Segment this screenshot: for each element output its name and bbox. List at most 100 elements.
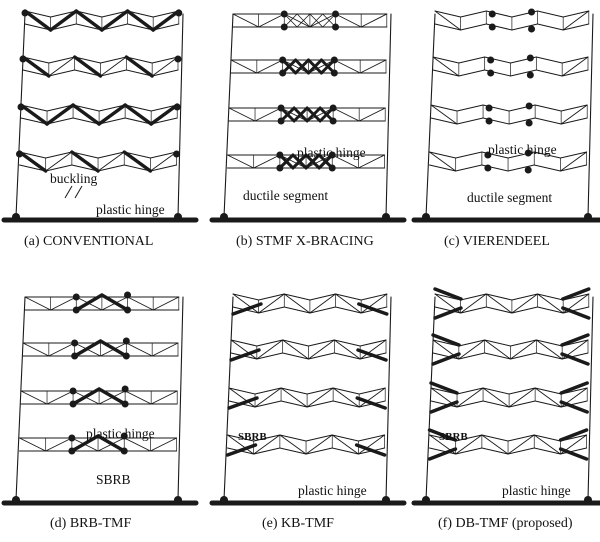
web-diagonal bbox=[122, 150, 153, 173]
web-diagonal bbox=[534, 387, 562, 408]
knee-brace-right bbox=[355, 396, 387, 410]
knee-brace-left bbox=[231, 302, 263, 316]
x-brace bbox=[307, 58, 323, 75]
hinge-49 bbox=[69, 387, 77, 395]
double-brace-top-left bbox=[427, 428, 458, 442]
column-left bbox=[15, 13, 26, 218]
x-brace bbox=[309, 13, 324, 28]
top-chord-segment bbox=[306, 387, 334, 395]
web-diagonal bbox=[308, 59, 335, 74]
hinge-35 bbox=[525, 119, 533, 127]
web-diagonal bbox=[434, 10, 462, 31]
top-chord-segment bbox=[125, 56, 153, 64]
bottom-chord-segment bbox=[331, 447, 359, 455]
bottom-chord-segment bbox=[460, 23, 487, 31]
hinge-1 bbox=[175, 9, 183, 17]
top-chord-segment bbox=[560, 104, 588, 112]
top-chord-segment bbox=[124, 104, 152, 112]
web-diagonal bbox=[124, 55, 154, 78]
web-diagonal bbox=[358, 387, 386, 408]
web-diagonal bbox=[45, 151, 73, 172]
bottom-chord-segment bbox=[560, 117, 588, 125]
bottom-chord-segment bbox=[254, 400, 282, 408]
top-chord-segment bbox=[534, 104, 562, 112]
bottom-chord-segment bbox=[333, 352, 361, 360]
x-brace bbox=[304, 153, 321, 170]
bottom-chord-segment bbox=[22, 69, 50, 77]
bottom-chord-segment bbox=[485, 306, 513, 314]
web-diagonal bbox=[97, 103, 127, 126]
top-chord-segment bbox=[511, 293, 539, 301]
double-brace-bottom-left bbox=[429, 400, 459, 414]
bottom-chord-segment bbox=[510, 69, 537, 77]
top-chord-segment bbox=[309, 293, 337, 301]
bottom-chord-segment bbox=[508, 117, 536, 125]
top-chord-segment bbox=[455, 151, 483, 159]
bottom-chord-segment bbox=[19, 164, 47, 172]
web-diagonal bbox=[21, 55, 51, 78]
hinge-42 bbox=[124, 306, 132, 314]
hinge-46 bbox=[122, 352, 130, 360]
top-chord-segment bbox=[333, 339, 361, 347]
top-chord-segment bbox=[359, 339, 387, 347]
double-brace-bottom-right bbox=[560, 352, 590, 366]
web-diagonal bbox=[360, 13, 388, 28]
web-diagonal bbox=[561, 56, 589, 77]
web-diagonal bbox=[282, 339, 309, 360]
top-chord-segment bbox=[282, 339, 309, 347]
hinge-11 bbox=[332, 23, 340, 31]
top-chord-segment bbox=[97, 151, 125, 159]
bottom-chord-segment bbox=[308, 352, 335, 360]
column-right bbox=[385, 296, 392, 501]
top-chord-segment bbox=[127, 10, 154, 18]
top-chord-segment bbox=[458, 339, 486, 347]
bottom-chord-segment bbox=[458, 69, 486, 77]
hinge-40 bbox=[72, 306, 80, 314]
web-diagonal bbox=[71, 103, 101, 126]
hinge-2 bbox=[19, 55, 27, 63]
x-brace bbox=[294, 58, 310, 75]
top-chord-segment bbox=[434, 10, 462, 18]
web-diagonal bbox=[359, 59, 387, 74]
web-diagonal bbox=[256, 59, 284, 74]
web-diagonal bbox=[306, 107, 334, 122]
top-chord-segment bbox=[283, 293, 311, 301]
web-diagonal bbox=[97, 151, 125, 172]
web-diagonal bbox=[332, 387, 360, 408]
column-left bbox=[425, 296, 436, 501]
bottom-chord-segment bbox=[455, 447, 483, 455]
web-diagonal bbox=[280, 387, 308, 408]
caption-e: (e) KB-TMF bbox=[262, 516, 334, 531]
base-hinge-right bbox=[584, 213, 592, 221]
double-brace-bottom-left bbox=[433, 306, 463, 320]
web-diagonal bbox=[48, 56, 76, 77]
bottom-chord-segment bbox=[535, 352, 563, 360]
bottom-chord-segment bbox=[537, 23, 564, 31]
web-diagonal bbox=[358, 107, 386, 122]
bottom-chord-segment bbox=[482, 400, 510, 408]
web-diagonal bbox=[22, 342, 50, 357]
hinge-34 bbox=[525, 102, 533, 110]
hinge-44 bbox=[71, 352, 79, 360]
web-diagonal bbox=[455, 434, 483, 455]
web-diagonal bbox=[335, 13, 362, 28]
top-chord-segment bbox=[460, 293, 487, 301]
top-chord-segment bbox=[360, 293, 388, 301]
label-ductile-segment-c: ductile segment bbox=[467, 190, 552, 205]
column-left bbox=[425, 13, 436, 218]
base-hinge-left bbox=[12, 496, 20, 504]
bottom-chord-segment bbox=[149, 164, 178, 172]
hinge-29 bbox=[487, 69, 495, 77]
bottom-chord-segment bbox=[152, 23, 180, 31]
bottom-chord-segment bbox=[100, 69, 127, 77]
web-diagonal bbox=[508, 387, 536, 408]
top-chord-segment bbox=[535, 56, 563, 64]
bottom-chord-segment bbox=[253, 447, 281, 455]
hinge-22 bbox=[328, 151, 336, 159]
double-brace-top-right bbox=[561, 287, 591, 301]
web-diagonal bbox=[308, 339, 335, 360]
double-brace-bottom-left bbox=[427, 447, 458, 461]
bottom-chord-segment bbox=[50, 23, 77, 31]
bottom-chord-segment bbox=[460, 306, 487, 314]
top-chord-segment bbox=[357, 434, 386, 442]
